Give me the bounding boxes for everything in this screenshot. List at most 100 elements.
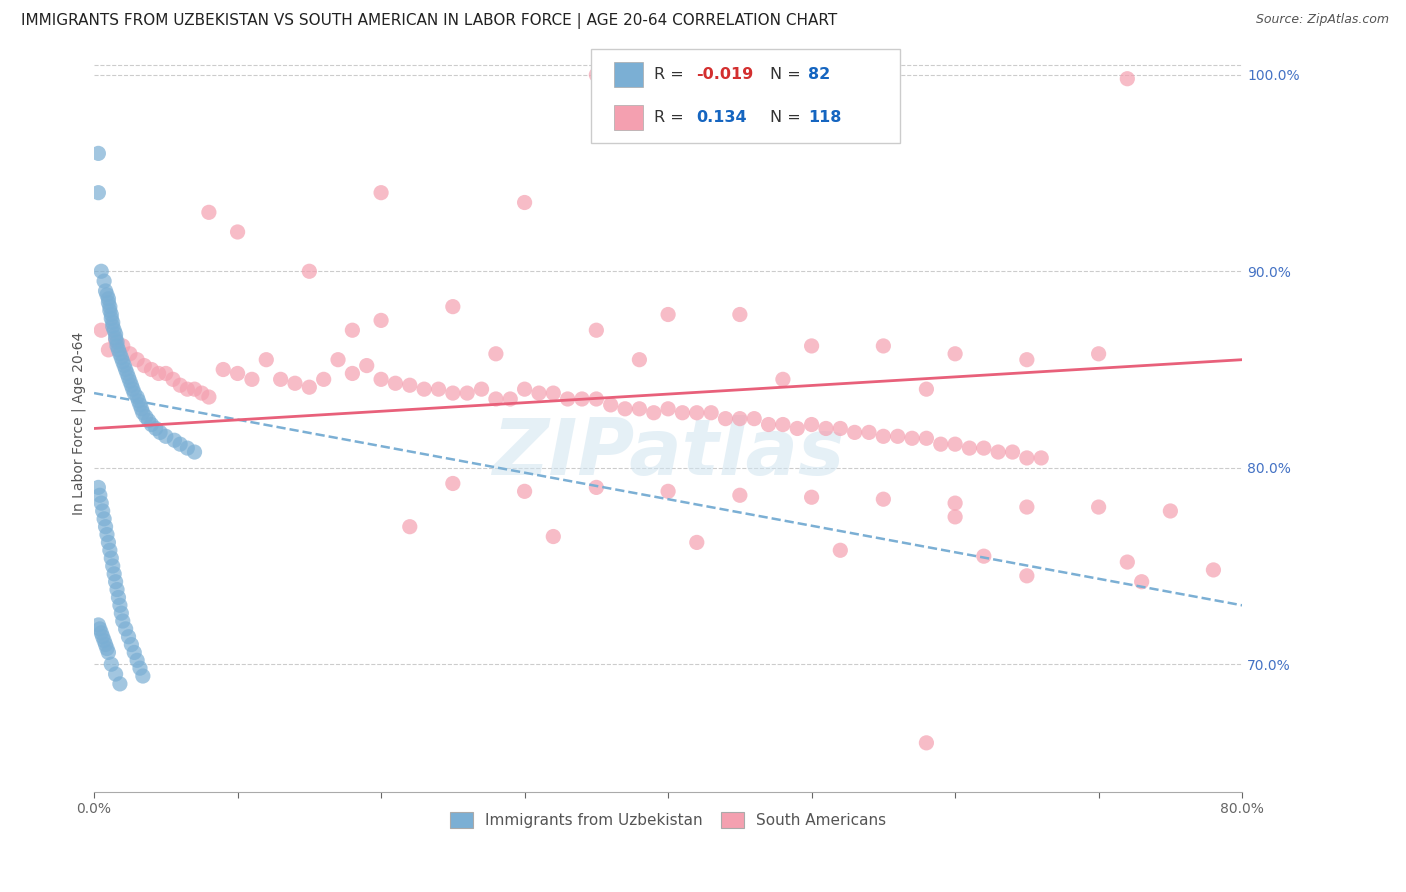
Point — [97, 295, 120, 310]
Point — [356, 359, 378, 373]
Point — [915, 736, 938, 750]
Point — [117, 630, 139, 644]
Point — [872, 429, 894, 443]
Point — [149, 425, 172, 440]
Point — [742, 411, 765, 425]
Point — [108, 347, 131, 361]
Point — [114, 362, 136, 376]
Point — [198, 390, 221, 404]
Point — [97, 535, 120, 549]
Point — [120, 638, 142, 652]
Point — [91, 504, 114, 518]
Point — [513, 195, 536, 210]
Point — [226, 225, 249, 239]
Text: -0.019: -0.019 — [696, 67, 754, 82]
Point — [90, 625, 112, 640]
Text: N =: N = — [770, 110, 807, 125]
Point — [714, 411, 737, 425]
Point — [127, 352, 149, 367]
Point — [671, 406, 693, 420]
Point — [108, 677, 131, 691]
Point — [96, 641, 118, 656]
Text: R =: R = — [654, 67, 689, 82]
Point — [284, 376, 307, 391]
Point — [485, 392, 508, 406]
Point — [959, 441, 981, 455]
Point — [543, 529, 565, 543]
Point — [1087, 347, 1109, 361]
Point — [155, 429, 177, 443]
Text: Source: ZipAtlas.com: Source: ZipAtlas.com — [1256, 13, 1389, 27]
Point — [398, 519, 420, 533]
Point — [686, 535, 709, 549]
Point — [1015, 569, 1038, 583]
Point — [599, 398, 621, 412]
Point — [657, 484, 679, 499]
Text: ZIPatlas: ZIPatlas — [492, 415, 844, 491]
Point — [1015, 500, 1038, 514]
Point — [728, 411, 751, 425]
Point — [129, 661, 152, 675]
Point — [270, 372, 292, 386]
Point — [108, 599, 131, 613]
Point — [101, 559, 124, 574]
Y-axis label: In Labor Force | Age 20-64: In Labor Force | Age 20-64 — [72, 332, 86, 516]
Point — [87, 618, 110, 632]
Point — [104, 574, 127, 589]
Point — [499, 392, 522, 406]
Point — [1159, 504, 1181, 518]
Point — [1116, 71, 1139, 86]
Point — [176, 441, 198, 455]
Point — [121, 382, 143, 396]
Point — [100, 311, 122, 326]
Point — [100, 657, 122, 672]
Point — [1087, 500, 1109, 514]
Point — [943, 509, 966, 524]
Point — [118, 374, 141, 388]
Point — [370, 372, 392, 386]
Point — [94, 638, 117, 652]
Text: 82: 82 — [808, 67, 831, 82]
Point — [901, 431, 924, 445]
Point — [657, 308, 679, 322]
Point — [370, 313, 392, 327]
Point — [122, 386, 145, 401]
Point — [89, 622, 111, 636]
Point — [163, 434, 186, 448]
Point — [585, 68, 607, 82]
Point — [1001, 445, 1024, 459]
Point — [254, 352, 277, 367]
Point — [93, 274, 115, 288]
Point — [700, 406, 723, 420]
Point — [915, 431, 938, 445]
Point — [800, 339, 823, 353]
Point — [155, 367, 177, 381]
Point — [117, 370, 139, 384]
Point — [298, 264, 321, 278]
Point — [141, 362, 163, 376]
Point — [97, 343, 120, 357]
Point — [800, 417, 823, 432]
Text: 118: 118 — [808, 110, 842, 125]
Point — [585, 392, 607, 406]
Point — [585, 323, 607, 337]
Point — [112, 359, 135, 373]
Text: N =: N = — [770, 67, 807, 82]
Point — [90, 323, 112, 337]
Point — [101, 315, 124, 329]
Point — [543, 386, 565, 401]
Point — [162, 372, 184, 386]
Point — [90, 264, 112, 278]
Point — [87, 146, 110, 161]
Point — [370, 186, 392, 200]
Point — [100, 308, 122, 322]
Point — [87, 480, 110, 494]
Point — [943, 437, 966, 451]
Point — [97, 292, 120, 306]
Point — [183, 382, 205, 396]
Point — [800, 490, 823, 504]
Point — [118, 347, 141, 361]
Point — [886, 429, 908, 443]
Point — [830, 421, 852, 435]
Point — [132, 406, 155, 420]
